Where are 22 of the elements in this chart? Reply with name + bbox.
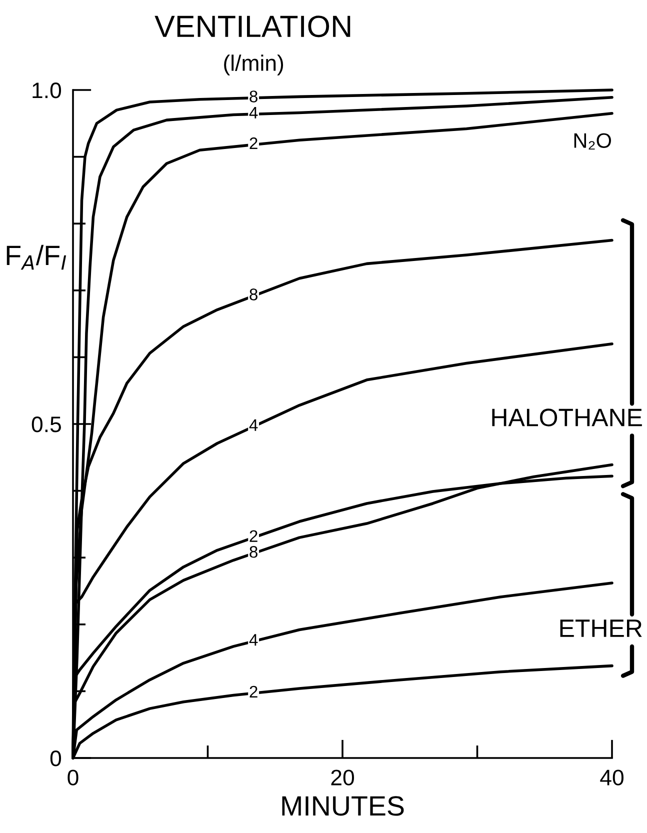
annotation: ETHER [560, 620, 642, 637]
annotation: N₂O [574, 133, 612, 150]
series-label: 2 [250, 530, 258, 542]
y-tick-label: 0.5 [32, 416, 61, 432]
series-label: 8 [250, 90, 258, 102]
annotation: HALOTHANE [492, 408, 642, 426]
y-tick-label: 1.0 [32, 82, 62, 98]
chart-subtitle: (l/min) [224, 54, 284, 76]
x-axis-title: MINUTES [282, 796, 404, 816]
x-tick-label: 40 [600, 770, 624, 786]
chart-title: VENTILATION [154, 16, 350, 38]
series-label: 4 [249, 634, 258, 646]
y-tick-label: 0 [50, 750, 62, 766]
series-label: 2 [250, 686, 258, 698]
series-label: 4 [249, 106, 258, 118]
series-label: 2 [250, 137, 258, 150]
y-axis-title: F$_{A}$/F$_{I}$ [6, 244, 66, 270]
series-label: 4 [249, 419, 258, 431]
series-label: 8 [250, 546, 258, 558]
x-tick-label: 20 [331, 770, 354, 786]
series-label: 8 [250, 288, 258, 300]
x-tick-label: 0 [68, 770, 78, 786]
